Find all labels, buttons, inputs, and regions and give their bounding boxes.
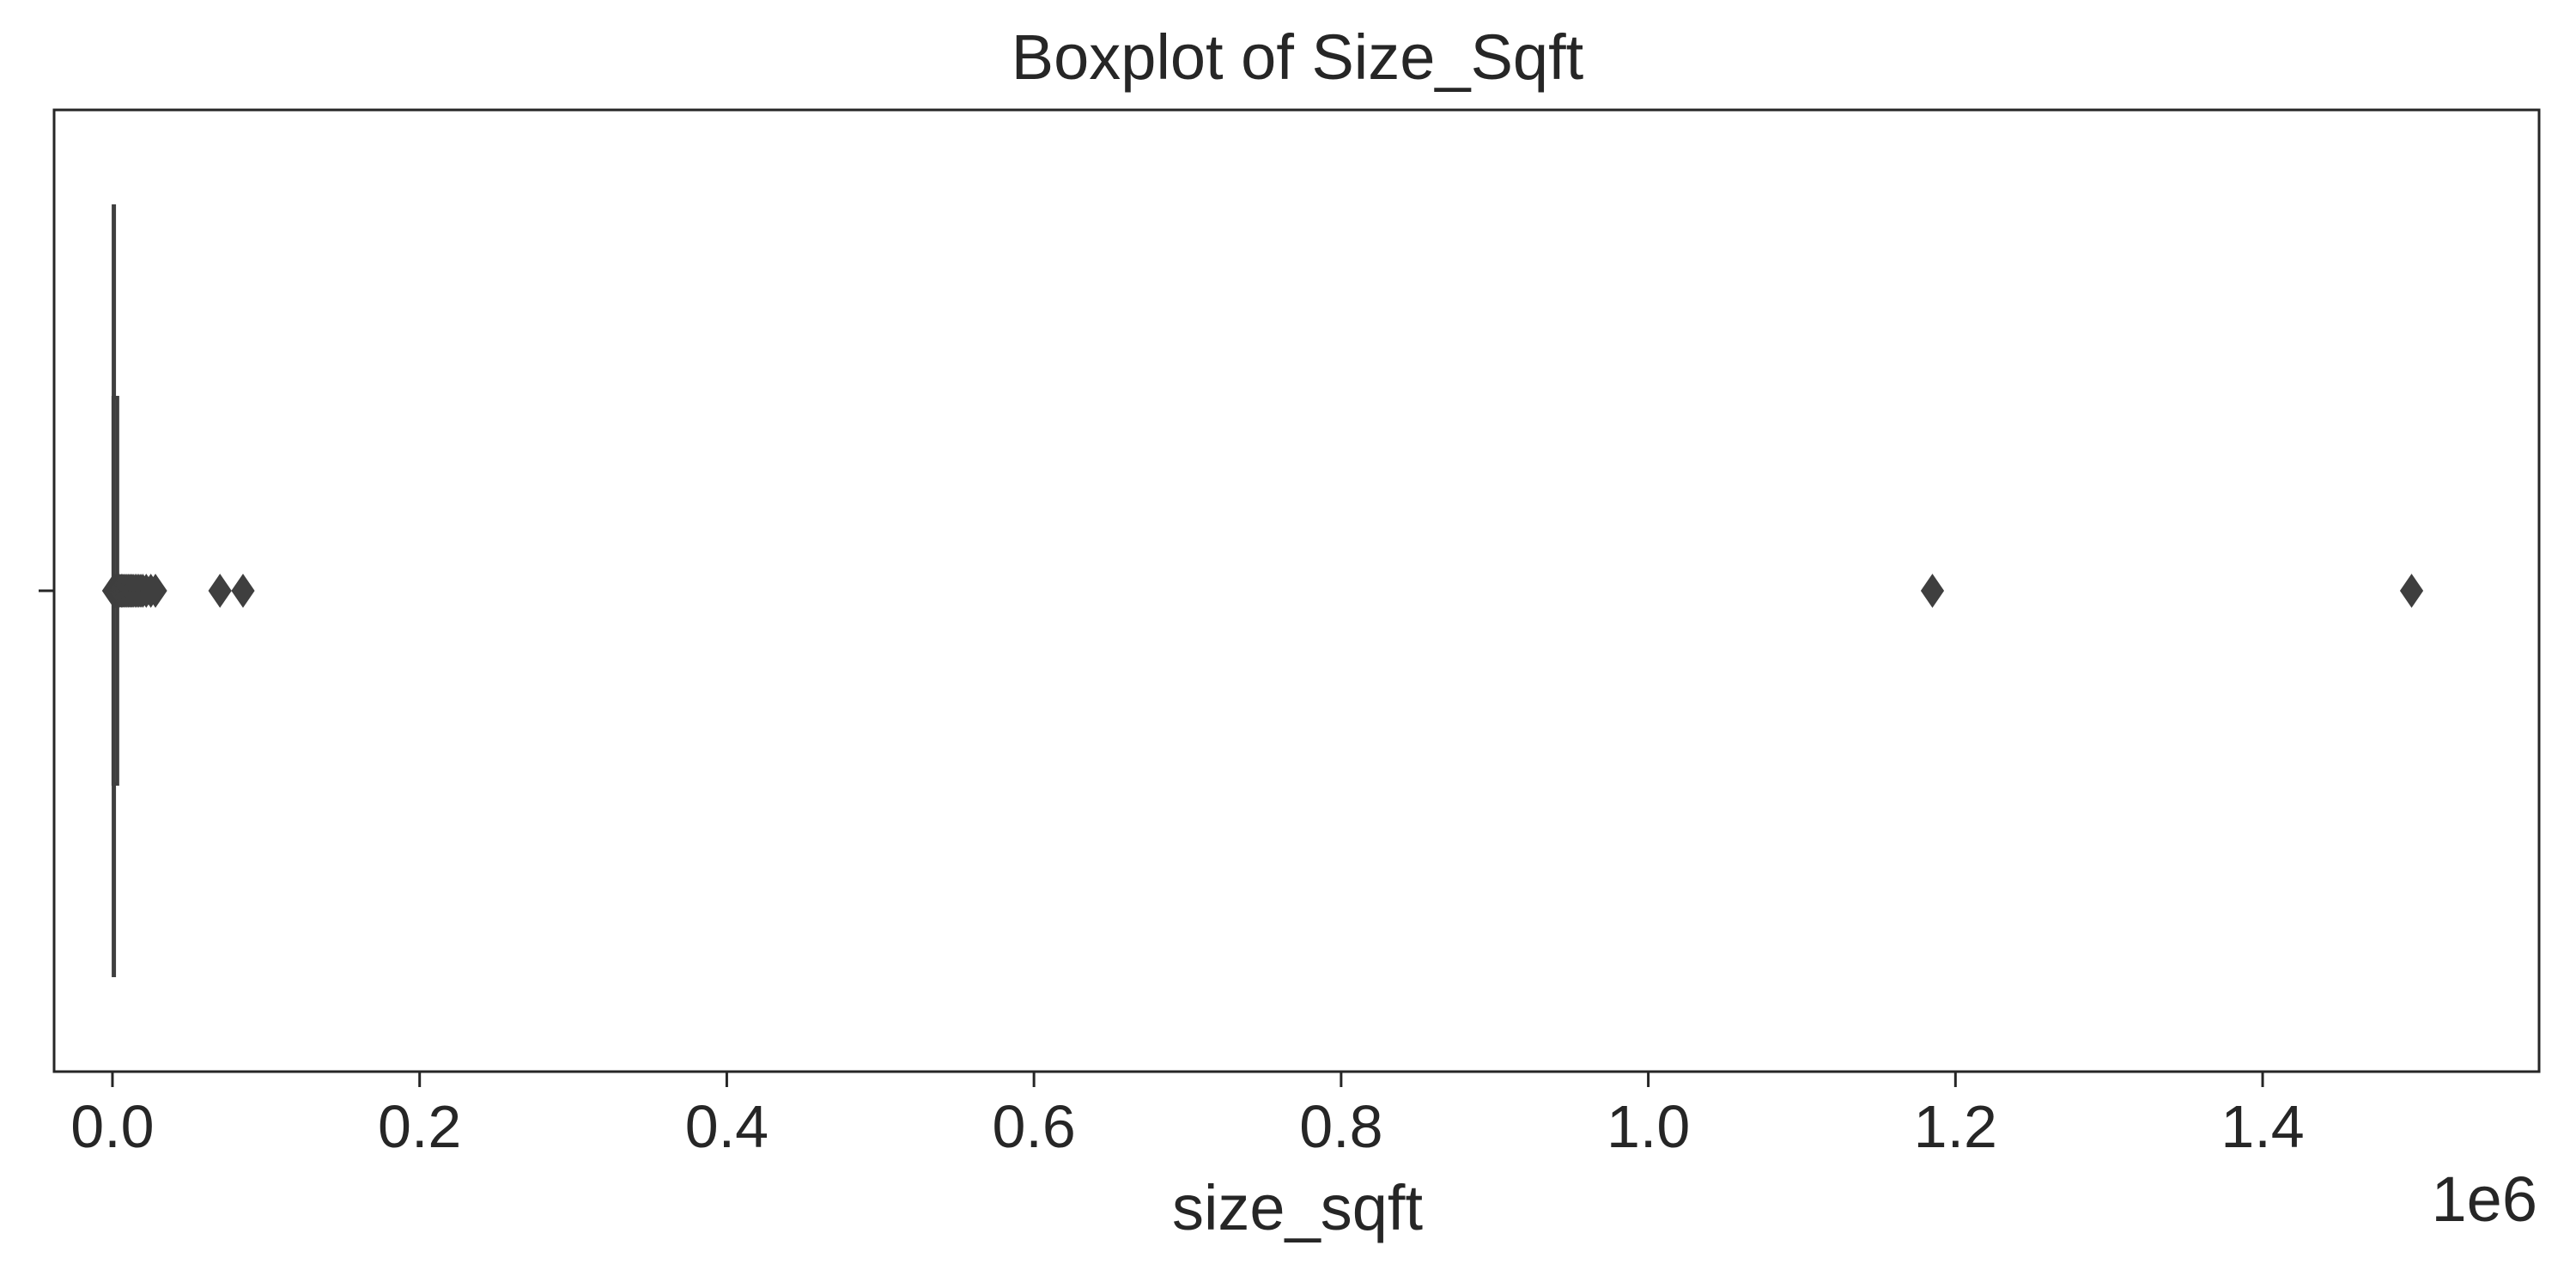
- plot-area: 0.0 0.2 0.4 0.6 0.8 1.0 1.2 1.4: [39, 108, 2541, 1160]
- x-axis-scale-label: 1e6: [2432, 1163, 2537, 1235]
- plot-frame: [52, 108, 2541, 1073]
- outlier-point: [208, 574, 232, 608]
- x-axis-label: size_sqft: [1172, 1172, 1423, 1243]
- outlier-point: [143, 574, 167, 608]
- x-axis-tick-label: 0.6: [992, 1093, 1075, 1160]
- outlier-point: [1920, 574, 1945, 608]
- chart-title: Boxplot of Size_Sqft: [1012, 21, 1584, 93]
- x-axis-tick-label: 1.2: [1914, 1093, 1997, 1160]
- outlier-point: [231, 574, 255, 608]
- x-axis-tick-label: 1.0: [1607, 1093, 1690, 1160]
- outlier-point: [2399, 574, 2424, 608]
- x-axis-tick-label: 0.4: [685, 1093, 769, 1160]
- x-axis-tick-label: 1.4: [2221, 1093, 2304, 1160]
- x-axis-tick-label: 0.0: [70, 1093, 154, 1160]
- x-axis-tick-label: 0.8: [1299, 1093, 1382, 1160]
- x-axis-tick-label: 0.2: [378, 1093, 461, 1160]
